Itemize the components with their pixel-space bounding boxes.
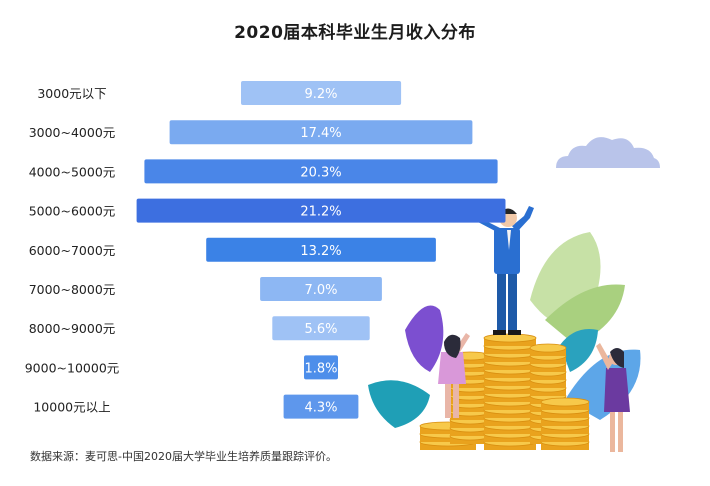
bar-1 [169,120,473,145]
bar-value-label-6: 5.6% [304,322,337,337]
category-label-4: 6000~7000元 [29,243,116,258]
coin-stacks [419,333,590,450]
leaf-teal-icon-2 [560,329,598,372]
category-label-1: 3000~4000元 [29,125,116,140]
category-label-2: 4000~5000元 [29,164,116,179]
woman-figure-right-icon [596,343,630,452]
leaf-purple-icon [405,305,444,372]
bar-6 [272,316,370,341]
chart-title: 2020届本科毕业生月收入分布 [234,23,476,43]
bar-value-label-3: 21.2% [300,205,341,220]
bar-3 [136,198,506,223]
category-label-0: 3000元以下 [37,86,106,101]
category-label-8: 10000元以上 [33,400,110,415]
source-note: 数据来源：麦可思-中国2020届大学毕业生培养质量跟踪评价。 [30,450,337,463]
leaf-green-icon-2 [545,284,625,345]
bar-value-label-8: 4.3% [304,401,337,416]
bar-8 [283,394,359,419]
bar-value-label-4: 13.2% [300,244,341,259]
category-label-5: 7000~8000元 [29,282,116,297]
bar-4 [206,237,436,262]
leaf-teal-icon [368,380,430,428]
bar-value-label-5: 7.0% [304,283,337,298]
bar-value-label-2: 20.3% [300,165,341,180]
bar-value-label-7: 1.8% [304,361,337,376]
cloud-icon [556,137,660,168]
bar-5 [260,277,382,301]
people-illustration [438,206,630,452]
bar-value-label-1: 17.4% [300,126,341,141]
bar-7 [304,355,338,380]
coin-stack-2-icon [449,351,491,444]
category-label-6: 8000~9000元 [29,321,116,336]
man-figure-icon [474,206,534,335]
bar-value-label-0: 9.2% [304,87,337,102]
category-label-3: 5000~6000元 [29,204,116,219]
coin-stack-3-icon [483,333,537,450]
bar-0 [241,81,402,105]
category-label-7: 9000~10000元 [25,360,120,375]
woman-figure-left-icon [438,333,470,418]
coin-stack-5-icon [540,397,590,450]
bar-2 [144,159,498,184]
